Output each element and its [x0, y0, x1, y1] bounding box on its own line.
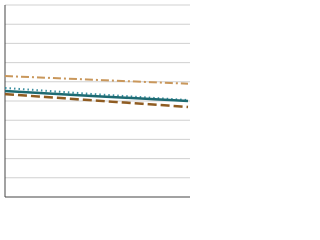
series-line: [4, 89, 189, 103]
series-line: [4, 75, 189, 85]
series-line: [4, 86, 189, 102]
chart: [4, 4, 190, 198]
series-line: [4, 92, 189, 109]
